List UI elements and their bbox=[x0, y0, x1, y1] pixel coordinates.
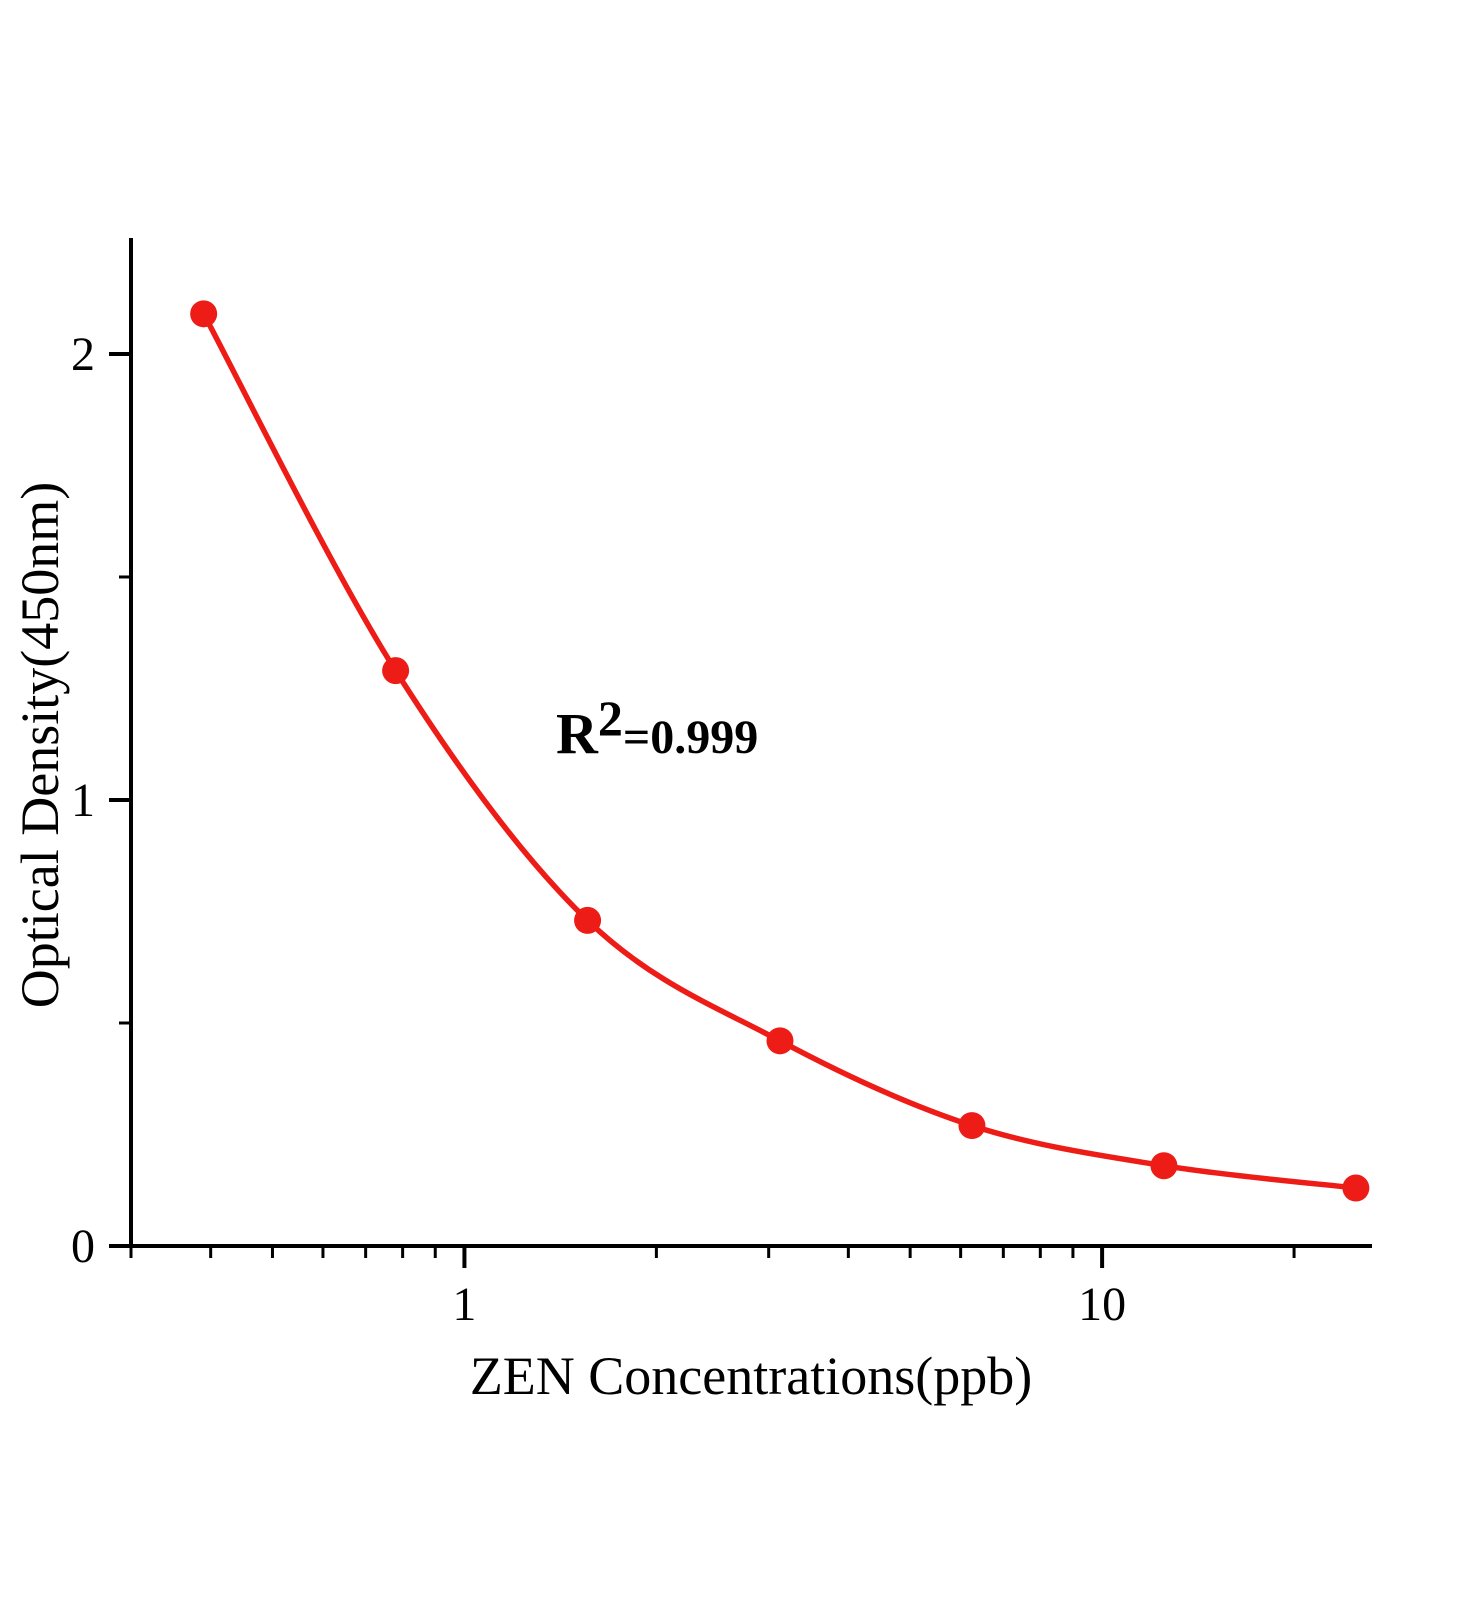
data-point bbox=[1150, 1152, 1178, 1180]
y-tick-label: 0 bbox=[71, 1220, 95, 1273]
x-axis-label: ZEN Concentrations(ppb) bbox=[469, 1346, 1033, 1406]
y-tick-label: 2 bbox=[71, 328, 95, 381]
data-point bbox=[766, 1027, 794, 1055]
data-point bbox=[190, 300, 218, 328]
x-tick-label: 10 bbox=[1078, 1278, 1126, 1331]
r-squared-value: =0.999 bbox=[622, 711, 759, 764]
data-point bbox=[958, 1112, 986, 1140]
r-squared-annotation: R2=0.999 bbox=[556, 690, 759, 767]
r-squared-base: R bbox=[556, 701, 598, 766]
data-point bbox=[382, 657, 410, 685]
fit-curve bbox=[200, 311, 1359, 1191]
r-squared-exponent: 2 bbox=[597, 690, 623, 746]
x-tick-label: 1 bbox=[452, 1278, 476, 1331]
data-point bbox=[574, 906, 602, 934]
y-tick-label: 1 bbox=[71, 774, 95, 827]
data-point bbox=[1342, 1174, 1370, 1202]
y-axis-label: Optical Density(450nm) bbox=[10, 481, 70, 1009]
